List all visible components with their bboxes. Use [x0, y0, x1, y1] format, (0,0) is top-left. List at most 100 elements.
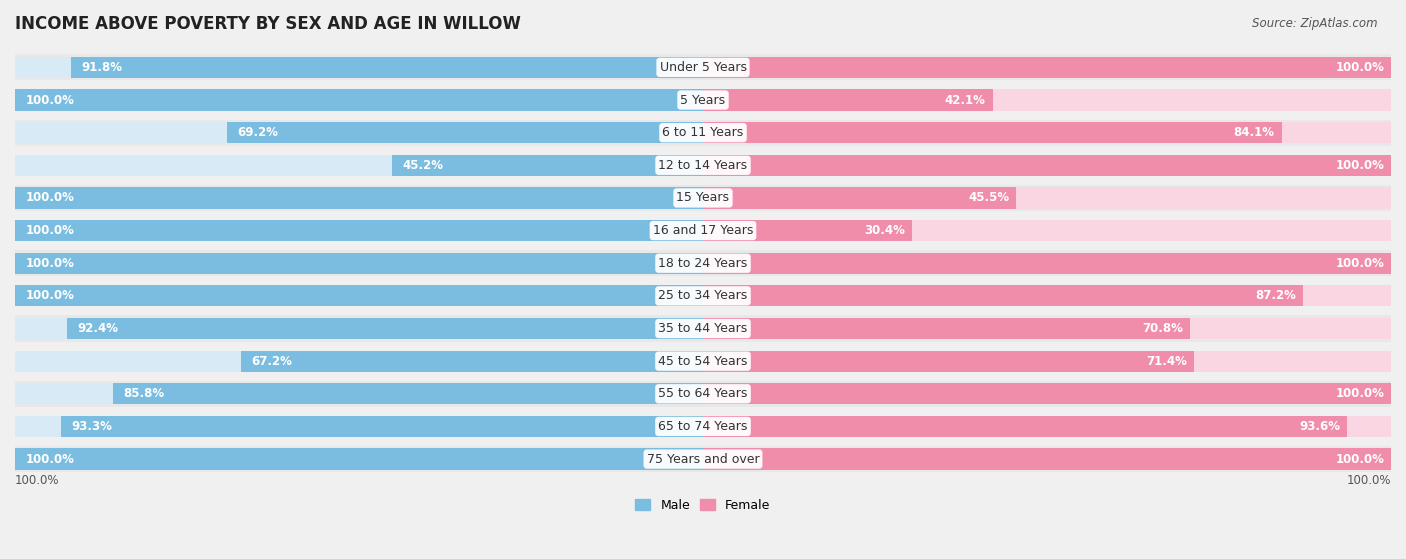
- Bar: [703, 220, 912, 241]
- Bar: [15, 187, 703, 209]
- Bar: [15, 318, 703, 339]
- Bar: [15, 220, 703, 241]
- Bar: [703, 318, 1391, 339]
- Text: 93.3%: 93.3%: [72, 420, 112, 433]
- Bar: [703, 253, 1391, 274]
- Bar: [72, 57, 703, 78]
- Bar: [15, 381, 1391, 407]
- Text: 75 Years and over: 75 Years and over: [647, 453, 759, 466]
- Bar: [15, 416, 703, 437]
- Text: 100.0%: 100.0%: [1336, 387, 1384, 400]
- Bar: [15, 57, 703, 78]
- Text: 100.0%: 100.0%: [1336, 159, 1384, 172]
- Bar: [15, 89, 703, 111]
- Bar: [226, 122, 703, 143]
- Bar: [703, 416, 1391, 437]
- Text: 71.4%: 71.4%: [1146, 354, 1187, 368]
- Bar: [703, 383, 1391, 404]
- Bar: [15, 185, 1391, 211]
- Text: 12 to 14 Years: 12 to 14 Years: [658, 159, 748, 172]
- Text: 87.2%: 87.2%: [1256, 290, 1296, 302]
- Bar: [15, 285, 703, 306]
- Text: 55 to 64 Years: 55 to 64 Years: [658, 387, 748, 400]
- Bar: [703, 448, 1391, 470]
- Text: 100.0%: 100.0%: [25, 257, 75, 270]
- Bar: [112, 383, 703, 404]
- Bar: [15, 217, 1391, 244]
- Text: 100.0%: 100.0%: [25, 191, 75, 205]
- Bar: [703, 89, 1391, 111]
- Bar: [15, 155, 703, 176]
- Bar: [703, 285, 1303, 306]
- Text: 92.4%: 92.4%: [77, 322, 118, 335]
- Text: 16 and 17 Years: 16 and 17 Years: [652, 224, 754, 237]
- Bar: [703, 220, 1391, 241]
- Text: 25 to 34 Years: 25 to 34 Years: [658, 290, 748, 302]
- Bar: [703, 155, 1391, 176]
- Text: 85.8%: 85.8%: [122, 387, 165, 400]
- Text: 100.0%: 100.0%: [1336, 61, 1384, 74]
- Bar: [703, 416, 1347, 437]
- Bar: [60, 416, 703, 437]
- Bar: [15, 54, 1391, 80]
- Bar: [15, 315, 1391, 342]
- Text: 42.1%: 42.1%: [945, 93, 986, 107]
- Text: 15 Years: 15 Years: [676, 191, 730, 205]
- Bar: [15, 348, 1391, 374]
- Bar: [15, 285, 703, 306]
- Bar: [240, 350, 703, 372]
- Text: 93.6%: 93.6%: [1299, 420, 1340, 433]
- Text: 100.0%: 100.0%: [15, 474, 59, 487]
- Bar: [703, 187, 1017, 209]
- Text: 5 Years: 5 Years: [681, 93, 725, 107]
- Bar: [703, 350, 1194, 372]
- Text: Source: ZipAtlas.com: Source: ZipAtlas.com: [1253, 17, 1378, 30]
- Legend: Male, Female: Male, Female: [630, 494, 776, 517]
- Text: 100.0%: 100.0%: [25, 453, 75, 466]
- Bar: [703, 57, 1391, 78]
- Bar: [703, 122, 1391, 143]
- Text: 70.8%: 70.8%: [1142, 322, 1184, 335]
- Text: 45.2%: 45.2%: [402, 159, 443, 172]
- Bar: [15, 350, 703, 372]
- Text: 45.5%: 45.5%: [969, 191, 1010, 205]
- Text: 30.4%: 30.4%: [865, 224, 905, 237]
- Bar: [703, 155, 1391, 176]
- Text: 100.0%: 100.0%: [1347, 474, 1391, 487]
- Bar: [703, 318, 1189, 339]
- Bar: [703, 285, 1391, 306]
- Bar: [67, 318, 703, 339]
- Bar: [15, 89, 703, 111]
- Text: 100.0%: 100.0%: [25, 93, 75, 107]
- Text: 67.2%: 67.2%: [252, 354, 292, 368]
- Bar: [703, 122, 1282, 143]
- Text: 45 to 54 Years: 45 to 54 Years: [658, 354, 748, 368]
- Bar: [703, 187, 1391, 209]
- Bar: [15, 220, 703, 241]
- Text: INCOME ABOVE POVERTY BY SEX AND AGE IN WILLOW: INCOME ABOVE POVERTY BY SEX AND AGE IN W…: [15, 15, 520, 33]
- Bar: [15, 448, 703, 470]
- Text: 100.0%: 100.0%: [25, 290, 75, 302]
- Text: 100.0%: 100.0%: [1336, 257, 1384, 270]
- Text: 35 to 44 Years: 35 to 44 Years: [658, 322, 748, 335]
- Bar: [703, 253, 1391, 274]
- Bar: [15, 446, 1391, 472]
- Bar: [15, 383, 703, 404]
- Bar: [703, 448, 1391, 470]
- Bar: [15, 413, 1391, 439]
- Text: 65 to 74 Years: 65 to 74 Years: [658, 420, 748, 433]
- Text: Under 5 Years: Under 5 Years: [659, 61, 747, 74]
- Bar: [15, 253, 703, 274]
- Bar: [15, 253, 703, 274]
- Bar: [15, 187, 703, 209]
- Text: 91.8%: 91.8%: [82, 61, 122, 74]
- Text: 6 to 11 Years: 6 to 11 Years: [662, 126, 744, 139]
- Text: 84.1%: 84.1%: [1233, 126, 1275, 139]
- Bar: [15, 120, 1391, 146]
- Bar: [703, 350, 1391, 372]
- Bar: [15, 448, 703, 470]
- Bar: [703, 57, 1391, 78]
- Bar: [703, 89, 993, 111]
- Bar: [15, 122, 703, 143]
- Bar: [15, 283, 1391, 309]
